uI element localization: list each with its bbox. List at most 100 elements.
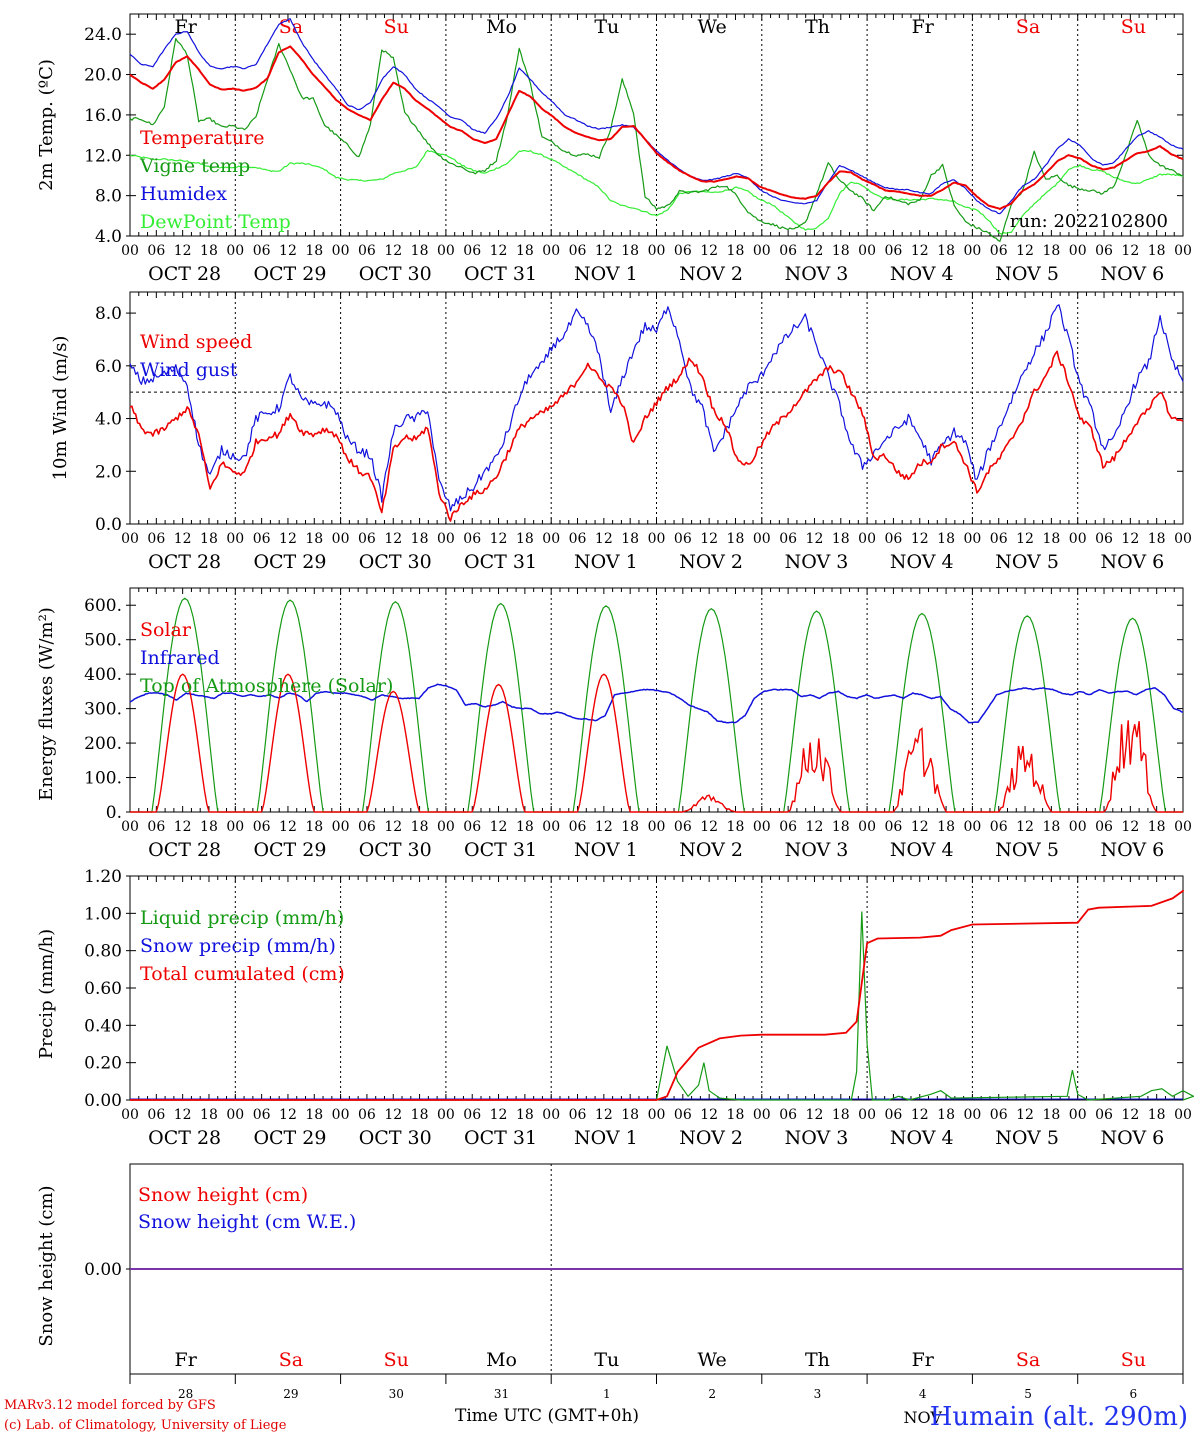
hour-tick-label: 12: [490, 819, 508, 835]
hour-tick-label: 18: [305, 531, 323, 547]
hour-tick-label: 18: [516, 243, 534, 259]
hour-tick-label: 06: [463, 531, 481, 547]
weekday-bottom-label: Fr: [912, 1349, 935, 1371]
date-label: NOV 1: [574, 263, 638, 285]
day-number-label: 6: [1130, 1387, 1138, 1401]
hour-tick-label: 06: [147, 819, 165, 835]
hour-tick-label: 06: [463, 243, 481, 259]
hour-tick-label: 00: [753, 819, 771, 835]
legend-solar: Solar: [140, 619, 192, 641]
hour-tick-label: 00: [121, 819, 139, 835]
y-tick-label: 16.0: [84, 106, 122, 126]
date-label: NOV 6: [1100, 839, 1164, 861]
hour-tick-label: 00: [1174, 819, 1192, 835]
wind-gust-line: [129, 304, 1184, 512]
date-label: NOV 1: [574, 839, 638, 861]
hour-tick-label: 12: [911, 819, 929, 835]
y-tick-label: 6.0: [95, 357, 122, 377]
hour-tick-label: 06: [569, 531, 587, 547]
hour-tick-label: 12: [1121, 1107, 1139, 1123]
date-label: NOV 5: [995, 551, 1059, 573]
y-tick-label: 0.20: [84, 1054, 122, 1074]
hour-tick-label: 06: [1095, 1107, 1113, 1123]
hour-tick-label: 00: [542, 1107, 560, 1123]
hour-tick-label: 18: [305, 243, 323, 259]
hour-tick-label: 00: [1069, 819, 1087, 835]
date-label: OCT 28: [148, 839, 221, 861]
date-label: NOV 3: [785, 551, 849, 573]
hour-tick-label: 00: [858, 819, 876, 835]
dewpoint-line: [129, 149, 1184, 235]
hour-tick-label: 18: [411, 819, 429, 835]
hour-tick-label: 00: [226, 531, 244, 547]
hour-tick-label: 18: [937, 531, 955, 547]
hour-tick-label: 18: [1148, 531, 1166, 547]
infrared-line: [129, 683, 1184, 724]
hour-tick-label: 12: [911, 1107, 929, 1123]
date-label: NOV 2: [679, 551, 743, 573]
hour-tick-label: 12: [490, 531, 508, 547]
hour-tick-label: 00: [1174, 1107, 1192, 1123]
date-label: OCT 28: [148, 1127, 221, 1149]
hour-tick-label: 00: [963, 531, 981, 547]
weekday-bottom-label: Su: [1121, 1349, 1146, 1371]
day-number-label: 30: [389, 1387, 404, 1401]
hour-tick-label: 12: [806, 1107, 824, 1123]
y-axis-label: Energy fluxes (W/m²): [36, 607, 57, 801]
hour-tick-label: 06: [253, 1107, 271, 1123]
hour-tick-label: 18: [937, 1107, 955, 1123]
y-tick-label: 24.0: [84, 25, 122, 45]
legend-snow-height-we: Snow height (cm W.E.): [138, 1211, 356, 1233]
cumulated-precip-line: [130, 890, 1184, 1101]
weekday-label: Sa: [1016, 16, 1040, 38]
hour-tick-label: 00: [121, 243, 139, 259]
hour-tick-label: 12: [279, 1107, 297, 1123]
hour-tick-label: 18: [621, 243, 639, 259]
day-number-label: 5: [1024, 1387, 1032, 1401]
y-tick-label: 8.0: [95, 187, 122, 207]
hour-tick-label: 00: [753, 1107, 771, 1123]
hour-tick-label: 00: [542, 819, 560, 835]
hour-tick-label: 12: [279, 531, 297, 547]
hour-tick-label: 12: [384, 243, 402, 259]
hour-tick-label: 18: [1042, 243, 1060, 259]
hour-tick-label: 00: [332, 531, 350, 547]
weekday-bottom-label: We: [698, 1349, 727, 1371]
hour-tick-label: 12: [806, 819, 824, 835]
hour-tick-label: 12: [595, 1107, 613, 1123]
date-label: OCT 31: [464, 1127, 537, 1149]
hour-tick-label: 18: [200, 531, 218, 547]
date-label: NOV 4: [890, 839, 954, 861]
weekday-bottom-label: Su: [384, 1349, 409, 1371]
run-label: run: 2022102800: [1010, 211, 1168, 232]
vigne-temp-line: [129, 37, 1184, 242]
hour-tick-label: 00: [121, 1107, 139, 1123]
hour-tick-label: 00: [437, 819, 455, 835]
hour-tick-label: 06: [147, 531, 165, 547]
hour-tick-label: 00: [648, 819, 666, 835]
hour-tick-label: 06: [253, 819, 271, 835]
weekday-bottom-label: Tu: [594, 1349, 619, 1371]
date-label: NOV 2: [679, 263, 743, 285]
hour-tick-label: 00: [226, 1107, 244, 1123]
y-tick-label: 1.20: [84, 867, 122, 887]
hour-tick-label: 18: [1148, 819, 1166, 835]
y-axis-label: Precip (mm/h): [36, 929, 57, 1059]
station-label: Humain (alt. 290m): [929, 1402, 1188, 1432]
hour-tick-label: 12: [1016, 1107, 1034, 1123]
date-label: OCT 31: [464, 551, 537, 573]
weekday-bottom-label: Sa: [279, 1349, 303, 1371]
day-number-label: 3: [814, 1387, 822, 1401]
hour-tick-label: 00: [858, 243, 876, 259]
date-label: NOV 4: [890, 551, 954, 573]
hour-tick-label: 06: [569, 1107, 587, 1123]
y-tick-label: 0.0: [95, 515, 122, 535]
hour-tick-label: 18: [621, 1107, 639, 1123]
hour-tick-label: 18: [411, 243, 429, 259]
hour-tick-label: 06: [569, 819, 587, 835]
date-label: OCT 29: [253, 1127, 326, 1149]
date-label: NOV 6: [1100, 551, 1164, 573]
hour-tick-label: 00: [332, 1107, 350, 1123]
legend-wind-speed: Wind speed: [140, 331, 252, 353]
day-number-label: 29: [283, 1387, 298, 1401]
